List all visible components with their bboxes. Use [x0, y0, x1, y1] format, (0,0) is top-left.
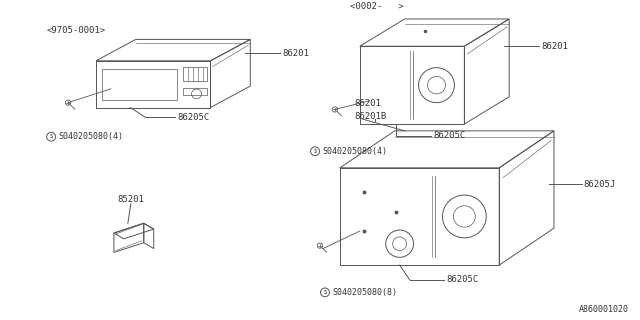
- Text: 86205J: 86205J: [584, 180, 616, 189]
- Text: <0002-   >: <0002- >: [350, 2, 404, 11]
- Text: S040205080(4): S040205080(4): [58, 132, 123, 141]
- Text: 85201: 85201: [117, 195, 144, 204]
- Text: 86201: 86201: [282, 49, 309, 58]
- Text: 86201: 86201: [355, 99, 381, 108]
- Text: A860001020: A860001020: [579, 305, 628, 314]
- Text: S040205080(8): S040205080(8): [332, 288, 397, 297]
- Text: S: S: [323, 290, 326, 295]
- Text: 86201B: 86201B: [355, 112, 387, 121]
- Text: 86205C: 86205C: [177, 113, 209, 122]
- Text: 86201: 86201: [541, 42, 568, 51]
- Text: <9705-0001>: <9705-0001>: [46, 26, 106, 35]
- Text: S: S: [49, 134, 52, 139]
- Text: 86205C: 86205C: [447, 275, 479, 284]
- Text: S040205080(4): S040205080(4): [322, 147, 387, 156]
- Text: S: S: [314, 149, 317, 154]
- Text: 86205C: 86205C: [433, 131, 465, 140]
